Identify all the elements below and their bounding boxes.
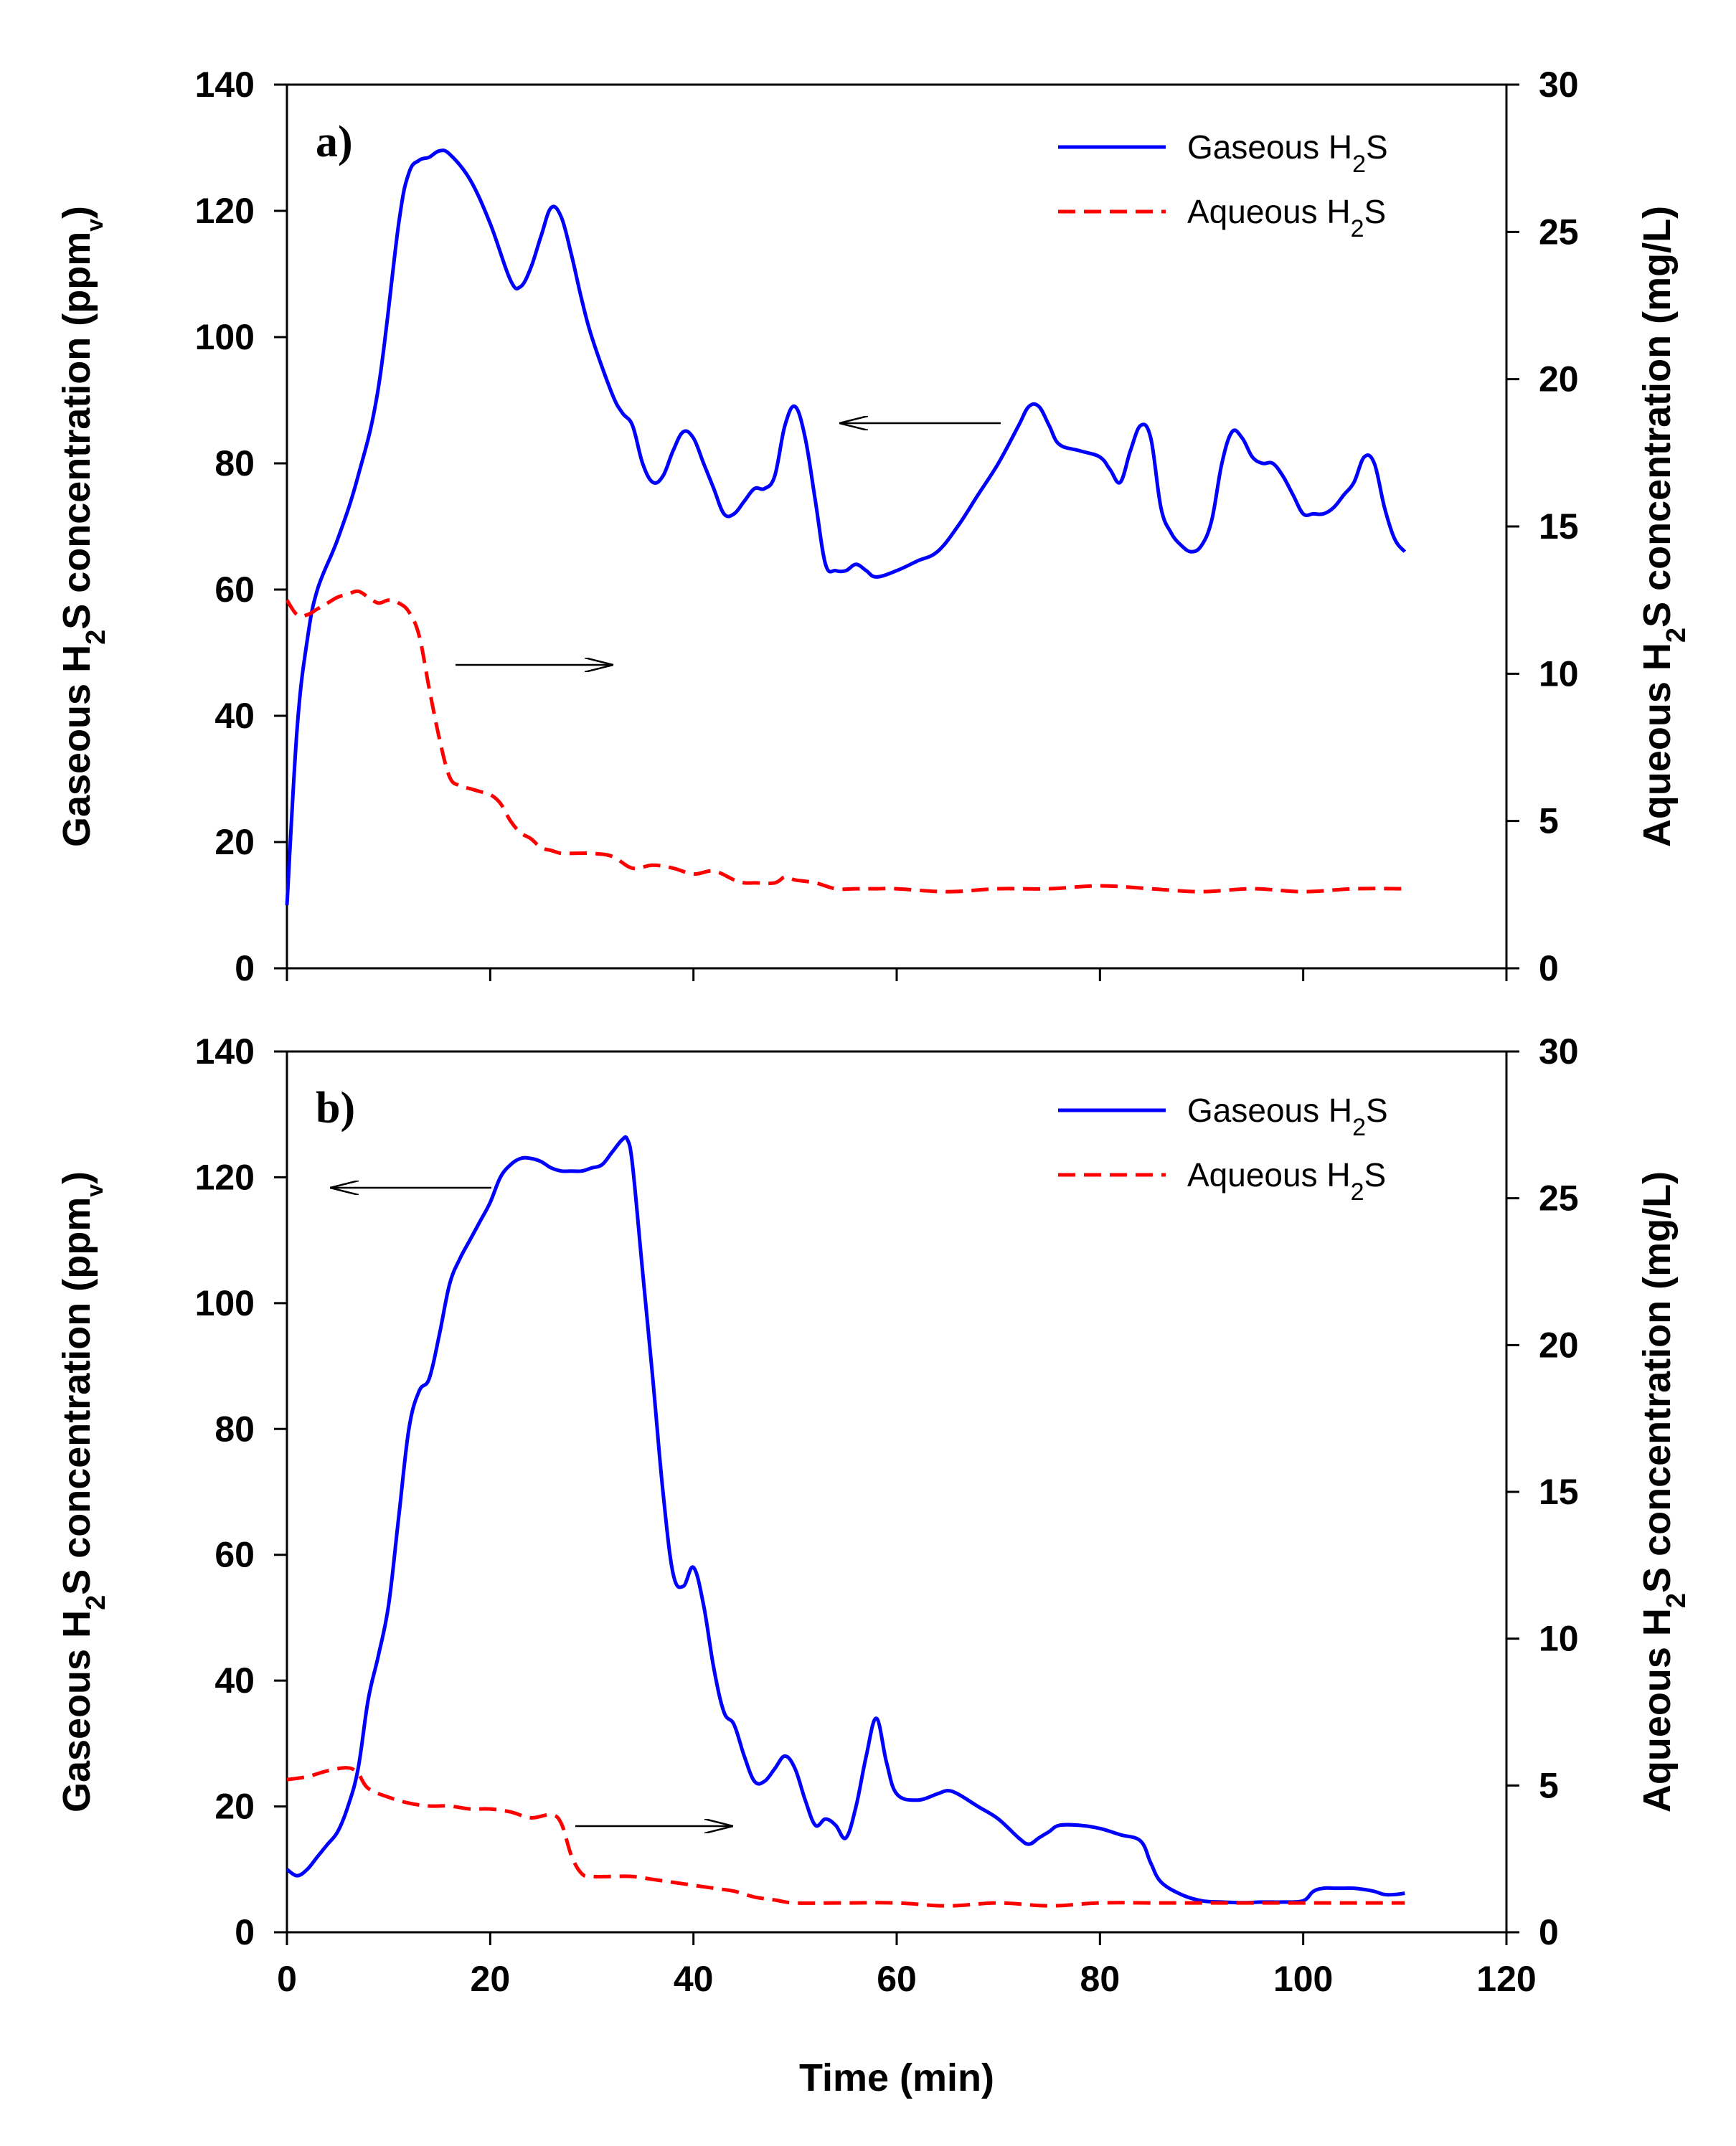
y-left-tick-label: 40: [214, 1660, 255, 1701]
y-left-tick-label: 140: [195, 65, 255, 105]
aqueous-h2s-line: [285, 589, 1405, 894]
panel-label: b): [316, 1084, 355, 1133]
y-right-tick-label: 15: [1539, 506, 1579, 547]
y-right-axis-title: Aqueous H2S concentration (mg/L): [1636, 1171, 1692, 1812]
y-right-tick-label: 25: [1539, 1178, 1579, 1219]
legend-gaseous-label: Gaseous H2S: [1187, 128, 1388, 178]
x-tick-label: 40: [674, 1959, 714, 1999]
y-right-tick-label: 5: [1539, 1765, 1559, 1805]
y-right-tick-label: 10: [1539, 653, 1579, 694]
y-left-tick-label: 140: [195, 1031, 255, 1072]
y-right-axis-title: Aqueous H2S concentration (mg/L): [1636, 206, 1692, 847]
y-left-tick-label: 100: [195, 317, 255, 357]
x-tick-label: 120: [1476, 1959, 1536, 1999]
x-tick-label: 80: [1080, 1959, 1121, 1999]
y-right-tick-label: 20: [1539, 1325, 1579, 1365]
y-left-tick-label: 60: [214, 569, 255, 610]
y-right-tick-label: 15: [1539, 1472, 1579, 1512]
y-left-tick-label: 120: [195, 191, 255, 231]
y-right-tick-label: 10: [1539, 1619, 1579, 1659]
panel-label: a): [316, 118, 353, 166]
y-left-tick-label: 0: [235, 1912, 255, 1952]
y-left-tick-label: 40: [214, 696, 255, 736]
gaseous-h2s-line: [285, 148, 1407, 906]
panel-b: 0 20 40 60 80 100 1200204060801001201400510152…: [55, 1031, 1692, 2099]
panel-a: 0 20 40 60 80 100 120 140 0 5 10 15 20 25 30 Gaseous H2…: [55, 65, 1692, 988]
y-right-tick-label: 0: [1539, 948, 1559, 988]
y-left-tick-label: 20: [214, 1787, 255, 1827]
y-left-tick-label: 120: [195, 1157, 255, 1197]
legend-gaseous-label: Gaseous H2S: [1187, 1092, 1388, 1141]
y-right-tick-label: 5: [1539, 801, 1559, 841]
y-left-tick-label: 80: [214, 443, 255, 483]
y-right-tick-label: 30: [1539, 65, 1579, 105]
x-tick-label: 20: [471, 1959, 511, 1999]
y-left-tick-label: 80: [214, 1409, 255, 1449]
x-tick-label: 60: [877, 1959, 917, 1999]
y-right-tick-label: 30: [1539, 1031, 1579, 1072]
x-tick-label: 100: [1273, 1959, 1333, 1999]
aqueous-h2s-line: [286, 1766, 1405, 1908]
x-axis-title: Time (min): [799, 2056, 994, 2099]
legend-aqueous-label: Aqueous H2S: [1187, 1156, 1386, 1206]
y-left-tick-label: 0: [235, 948, 255, 988]
y-left-tick-label: 100: [195, 1283, 255, 1323]
y-left-axis-title: Gaseous H2S concentration (ppmv): [55, 206, 111, 847]
legend-aqueous-label: Aqueous H2S: [1187, 193, 1386, 242]
y-left-axis-title: Gaseous H2S concentration (ppmv): [55, 1171, 111, 1812]
y-right-tick-label: 20: [1539, 359, 1579, 400]
gaseous-h2s-line: [286, 1135, 1405, 1905]
x-tick-label: 0: [277, 1959, 297, 1999]
y-right-tick-label: 25: [1539, 212, 1579, 252]
y-right-tick-label: 0: [1539, 1912, 1559, 1952]
y-left-tick-label: 60: [214, 1535, 255, 1575]
y-left-tick-label: 20: [214, 822, 255, 862]
